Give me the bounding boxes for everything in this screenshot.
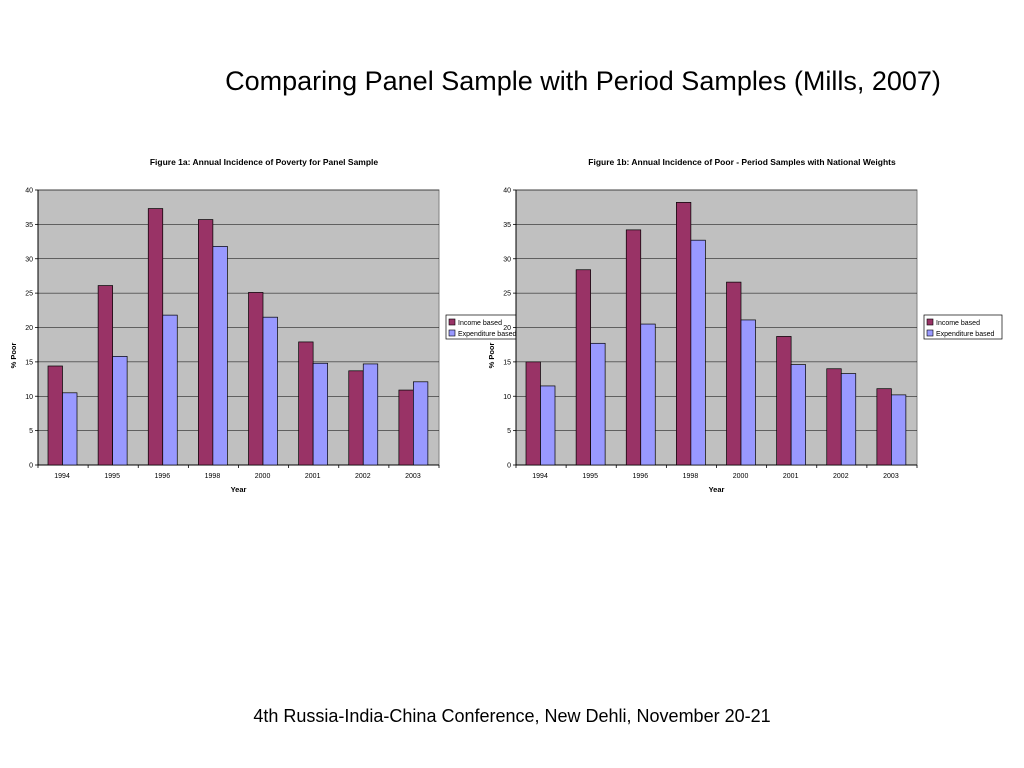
fig1a-y-tick-label: 10 [25,394,33,401]
fig1a-legend: Income based Expenditure based [445,314,525,340]
fig1a-bar-income-2002 [348,370,364,466]
figure-1a-chart: Figure 1a: Annual Incidence of Poverty f… [9,157,525,494]
fig1a-x-tick-label-2002: 2002 [355,473,371,480]
fig1b-y-tick-label: 30 [503,256,511,263]
fig1a-bar-income-2001 [298,341,314,466]
fig1a-bar-expenditure-1995 [112,356,128,466]
fig1b-bar-income-1994 [525,361,541,466]
fig1a-y-tick-label: 35 [25,222,33,229]
fig1a-bar-expenditure-1994 [62,392,78,466]
fig1b-y-tick-label: 40 [503,188,511,195]
slide-title: Comparing Panel Sample with Period Sampl… [225,66,941,96]
fig1b-y-tick-label: 15 [503,359,511,366]
fig1b-legend-label-expenditure: Expenditure based [936,331,994,338]
fig1b-x-tick-label-1998: 1998 [683,473,699,480]
fig1a-chart-title: Figure 1a: Annual Incidence of Poverty f… [150,157,379,167]
fig1a-y-tick-label: 40 [25,188,33,195]
fig1b-x-tick-label-1995: 1995 [582,473,598,480]
fig1b-bar-expenditure-1996 [640,323,656,466]
fig1b-y-tick-label: 5 [507,428,511,435]
fig1b-bar-income-1996 [625,229,642,466]
fig1a-legend-swatch-expenditure [448,329,456,337]
fig1a-x-tick-label-2001: 2001 [305,473,321,480]
fig1a-bar-income-1995 [97,285,113,466]
fig1b-bar-income-2000 [726,281,742,466]
fig1b-x-tick-label-2002: 2002 [833,473,849,480]
fig1b-bar-expenditure-2003 [891,394,907,466]
fig1a-x-tick-label-2003: 2003 [405,473,421,480]
fig1b-bar-income-2002 [826,368,842,466]
fig1b-legend-swatch-expenditure [926,329,934,337]
fig1a-y-tick-label: 15 [25,359,33,366]
fig1a-x-tick-label-1998: 1998 [205,473,221,480]
fig1b-y-tick-label: 0 [507,463,511,470]
fig1a-x-axis-label: Year [231,485,247,494]
fig1a-legend-box [445,314,525,340]
fig1a-y-tick-label: 0 [29,463,33,470]
fig1b-legend-box [923,314,1003,340]
fig1a-y-tick-label: 20 [25,325,33,332]
fig1b-x-tick-label-2001: 2001 [783,473,799,480]
fig1a-x-tick-label-1995: 1995 [104,473,120,480]
fig1b-bar-expenditure-2002 [840,373,857,466]
fig1b-legend-swatch-income [926,318,934,326]
fig1a-bar-income-2000 [248,292,264,466]
fig1b-bar-income-2003 [876,388,892,466]
fig1a-bar-income-1998 [198,219,214,466]
fig1b-x-tick-label-2000: 2000 [733,473,749,480]
fig1a-bar-expenditure-2003 [413,381,429,466]
fig1b-x-axis-label: Year [709,485,725,494]
fig1a-x-tick-label-1996: 1996 [155,473,171,480]
fig1a-legend-label-expenditure: Expenditure based [458,331,516,338]
fig1b-bar-expenditure-1995 [590,342,606,466]
fig1a-y-tick-label: 5 [29,428,33,435]
fig1b-bar-expenditure-2000 [740,319,756,466]
fig1a-y-tick-label: 30 [25,256,33,263]
fig1a-y-tick-label: 25 [25,291,33,298]
fig1b-bar-expenditure-2001 [790,364,806,466]
fig1b-y-tick-label: 10 [503,394,511,401]
fig1b-y-tick-label: 25 [503,291,511,298]
fig1a-bar-expenditure-1998 [212,246,228,466]
fig1b-bar-income-1998 [676,202,692,466]
fig1b-bar-income-2001 [776,336,792,466]
fig1b-legend-label-income: Income based [936,320,980,327]
fig1b-legend: Income based Expenditure based [923,314,1003,340]
fig1a-bar-income-1996 [147,208,164,466]
fig1b-bar-income-1995 [575,269,591,466]
fig1a-legend-swatch-income [448,318,456,326]
fig1a-y-axis-label: % Poor [9,343,18,369]
fig1a-legend-label-income: Income based [458,320,502,327]
fig1b-y-tick-label: 35 [503,222,511,229]
fig1a-x-tick-label-1994: 1994 [54,473,70,480]
figure-1b-chart: Figure 1b: Annual Incidence of Poor - Pe… [487,157,1003,494]
fig1a-bar-income-2003 [398,389,414,466]
slide-footer: 4th Russia-India-China Conference, New D… [253,706,771,726]
fig1a-bar-expenditure-2002 [362,363,379,466]
fig1b-y-tick-label: 20 [503,325,511,332]
fig1a-bar-expenditure-2000 [262,316,278,466]
fig1b-y-axis-label: % Poor [487,343,496,369]
fig1a-x-tick-label-2000: 2000 [255,473,271,480]
fig1a-bar-expenditure-1996 [162,314,178,466]
fig1b-x-tick-label-1996: 1996 [633,473,649,480]
fig1b-chart-title: Figure 1b: Annual Incidence of Poor - Pe… [588,157,896,167]
fig1a-bar-income-1994 [47,365,63,466]
fig1b-x-tick-label-1994: 1994 [532,473,548,480]
fig1b-bar-expenditure-1998 [690,239,706,466]
fig1b-x-tick-label-2003: 2003 [883,473,899,480]
fig1b-bar-expenditure-1994 [540,385,556,466]
fig1a-bar-expenditure-2001 [312,362,328,466]
